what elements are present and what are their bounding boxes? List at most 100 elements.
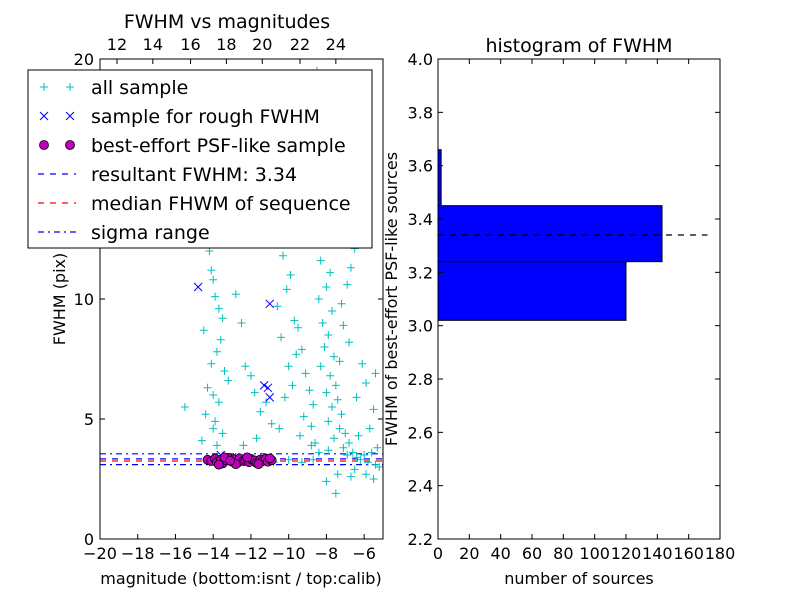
- histogram-x-tick-label: 0: [433, 544, 443, 563]
- histogram-title: histogram of FWHM: [485, 35, 672, 57]
- scatter-point-s0-118: [346, 263, 355, 272]
- scatter-point-s0-78: [335, 424, 344, 433]
- scatter-point-s0-12: [203, 383, 212, 392]
- legend-marker-circle: [39, 140, 49, 150]
- scatter-point-s0-18: [209, 424, 218, 433]
- scatter-point-s0-89: [367, 448, 376, 457]
- scatter-point-s0-113: [369, 405, 378, 414]
- scatter-y-ticks: 0 5 10 20: [74, 50, 383, 549]
- scatter-point-s0-24: [241, 362, 250, 371]
- scatter-point-s0-97: [362, 470, 371, 479]
- scatter-point-s0-29: [267, 419, 276, 428]
- histogram-y-tick-label: 2.6: [408, 423, 433, 442]
- scatter-point-s0-98: [369, 475, 378, 483]
- legend-marker-x: [65, 111, 75, 121]
- legend-entry: resultant FWHM: 3.34: [38, 164, 297, 186]
- scatter-point-s0-33: [280, 393, 289, 402]
- scatter-point-s1-4: [265, 393, 275, 402]
- scatter-point-s0-87: [360, 451, 369, 459]
- scatter-point-s2-23: [213, 459, 224, 470]
- scatter-point-s0-32: [275, 424, 284, 433]
- scatter-x-tick-label: −12: [234, 544, 268, 563]
- legend-entry-label: sigma range: [91, 222, 210, 244]
- scatter-point-s0-16: [201, 410, 210, 419]
- scatter-point-s0-11: [224, 376, 233, 385]
- scatter-point-s0-4: [214, 304, 223, 313]
- scatter-x-ticks: −20 −18 −16 −14 −12 −10 −8 −6: [83, 534, 376, 563]
- scatter-point-s0-31: [239, 441, 248, 450]
- histogram-x-tick-label: 100: [579, 544, 610, 563]
- legend-entry-label: all sample: [91, 77, 188, 99]
- scatter-point-s0-47: [305, 386, 314, 395]
- legend-entry: all sample: [40, 77, 188, 99]
- scatter-point-s0-37: [286, 271, 295, 279]
- scatter-point-s0-101: [297, 458, 306, 467]
- scatter-point-s0-23: [237, 319, 246, 327]
- histogram-bars: [437, 149, 663, 321]
- legend-items: all sample sample for rough FWHM best-effo…: [38, 77, 351, 244]
- legend-entry: best-effort PSF-like sample: [39, 135, 346, 157]
- scatter-point-s0-43: [284, 362, 293, 371]
- histogram-x-label: number of sources: [504, 569, 654, 588]
- scatter-point-s0-65: [328, 307, 337, 315]
- scatter-point-s0-74: [333, 395, 342, 404]
- histogram-y-tick-label: 4.0: [408, 50, 433, 69]
- scatter-point-s1-0: [193, 282, 203, 292]
- scatter-point-s0-42: [292, 350, 301, 359]
- scatter-point-s0-51: [295, 431, 304, 440]
- scatter-point-s0-84: [343, 451, 352, 459]
- scatter-point-s0-15: [180, 403, 189, 411]
- scatter-point-s0-63: [322, 283, 331, 291]
- scatter-point-s0-83: [348, 448, 357, 457]
- scatter-point-s0-67: [324, 331, 333, 339]
- scatter-panel: −20 −18 −16 −14 −12 −10 −8 −6 0 5 10 20 12 14 16 18 20…: [27, 11, 384, 588]
- scatter-point-s0-93: [350, 465, 359, 474]
- scatter-point-s0-40: [290, 316, 299, 325]
- scatter-top-tick-label: 12: [107, 35, 127, 54]
- scatter-point-s0-68: [320, 343, 329, 351]
- scatter-point-s0-99: [331, 489, 340, 498]
- scatter-point-s0-109: [324, 446, 333, 455]
- scatter-point-s0-39: [273, 302, 282, 311]
- scatter-point-s0-102: [284, 455, 293, 464]
- scatter-point-s0-110: [307, 441, 316, 450]
- scatter-point-s0-8: [212, 347, 221, 356]
- legend-entry-label: resultant FWHM: 3.34: [91, 164, 297, 186]
- scatter-point-s0-21: [212, 441, 221, 450]
- legend-entry: median FHWM of sequence: [38, 193, 351, 215]
- scatter-y-tick-label: 0: [84, 530, 94, 549]
- scatter-point-s0-26: [250, 388, 259, 397]
- scatter-y-tick-label: 20: [74, 50, 94, 69]
- legend-marker-plus: [40, 83, 48, 91]
- scatter-point-s0-41: [277, 333, 286, 342]
- legend-marker-x: [39, 111, 49, 121]
- scatter-point-s0-71: [326, 371, 335, 380]
- scatter-point-s0-28: [262, 398, 271, 407]
- scatter-point-s0-48: [309, 400, 318, 409]
- scatter-point-s2-26: [242, 452, 253, 463]
- scatter-point-s0-50: [307, 422, 316, 431]
- scatter-point-s0-73: [322, 388, 331, 397]
- scatter-point-s0-2: [209, 275, 218, 284]
- scatter-point-s0-76: [337, 410, 346, 419]
- scatter-top-tick-label: 24: [326, 35, 346, 54]
- scatter-point-s0-19: [218, 429, 227, 438]
- scatter-top-ticks: 12 14 16 18 20 22 24: [107, 35, 346, 64]
- histogram-x-ticks: 0 20 40 60 80 100 120 140 160 180: [433, 59, 735, 563]
- scatter-point-s0-119: [343, 280, 352, 289]
- histogram-y-tick-label: 2.8: [408, 370, 433, 389]
- scatter-point-s0-25: [246, 371, 255, 380]
- histogram-panel: 0 20 40 60 80 100 120 140 160 180 2.2 2.4 2.6 2.8 3.0…: [382, 35, 735, 588]
- histogram-y-label: FWHM of best-effort PSF-like sources: [382, 152, 401, 446]
- scatter-x-tick-label: −16: [159, 544, 193, 563]
- legend-entry-label: sample for rough FWHM: [91, 106, 320, 128]
- scatter-point-s0-9: [207, 359, 216, 368]
- scatter-point-s0-79: [341, 429, 350, 438]
- scatter-top-tick-label: 22: [290, 35, 310, 54]
- scatter-top-tick-label: 16: [180, 35, 200, 54]
- histogram-x-tick-label: 120: [611, 544, 642, 563]
- scatter-point-s0-61: [316, 256, 325, 265]
- scatter-point-s0-14: [214, 398, 223, 407]
- scatter-point-s0-112: [365, 424, 374, 433]
